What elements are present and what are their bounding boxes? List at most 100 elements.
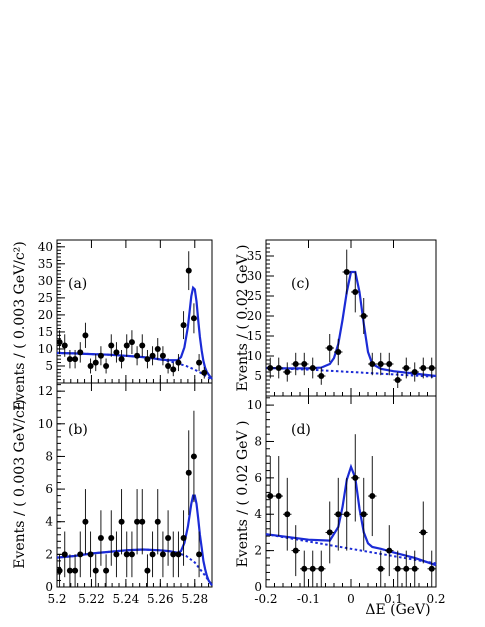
panel-label: (c) [291,276,310,292]
data-point [175,359,182,366]
panel-label: (d) [291,422,311,438]
data-point [165,362,172,369]
data-point [403,565,410,572]
data-point [123,342,130,349]
y-tick-label: 8 [45,449,53,463]
data-point [134,518,141,525]
data-point [309,365,316,371]
plot-frame [56,382,213,588]
y-axis-label: Events / ( 0.02 GeV ) [235,245,251,392]
y-tick-label: 2 [254,544,262,558]
data-point [284,369,291,375]
data-point [190,315,197,322]
data-point [196,359,203,366]
data-point [72,356,79,363]
data-point [343,269,350,275]
data-point [309,565,316,572]
data-point [411,369,418,375]
background-fit-curve [56,548,213,586]
y-tick-label: 5 [254,369,262,383]
data-point [335,511,342,518]
data-point [420,529,427,536]
data-point [428,365,435,371]
data-point [149,551,156,558]
y-tick-label: 5 [45,359,53,373]
data-point [159,551,166,558]
y-tick-label: 15 [247,329,262,343]
y-tick-label: 0 [45,580,53,594]
data-point [87,551,94,558]
data-point [301,361,308,367]
data-point [275,365,282,371]
panel-b: 0 2 4 6 8 10 12 5.2 5.22 5.24 5.26 5.28 (b) Events / … [12,382,213,606]
data-point [292,547,299,554]
data-point [326,529,333,536]
data-point [87,362,94,369]
panel-label: (a) [68,276,87,292]
data-point [180,322,187,329]
y-tick-label: 10 [38,342,53,356]
total-fit-curve [56,494,213,587]
data-point [72,567,79,574]
data-point [175,551,182,558]
total-fit-curve [56,285,213,380]
data-point [386,361,393,367]
data-point [318,373,325,379]
data-point [118,518,125,525]
data-point [386,547,393,554]
data-point [108,535,115,542]
y-tick-label: 10 [38,417,53,431]
y-tick-label: 8 [254,434,262,448]
background-fit-curve [265,533,437,565]
data-point [267,493,274,500]
panel-c: 5 10 15 20 25 30 35 (c) Events / ( 0.02 GeV ) [235,239,437,397]
y-tick-label: 0 [254,580,262,594]
y-tick-label: 2 [45,547,53,561]
data-point [97,352,104,359]
y-tick-label: 30 [247,269,262,283]
data-point [335,349,342,355]
data-point [103,362,110,369]
data-point [180,535,187,542]
data-point [377,565,384,572]
y-tick-label: 4 [45,515,53,529]
data-point [144,356,151,363]
data-point [82,332,89,339]
x-tick-label: 5.28 [181,592,208,606]
data-point [428,565,435,572]
data-point [61,551,68,558]
data-point [275,493,282,500]
data-point [377,361,384,367]
data-point [394,565,401,572]
data-point [170,366,177,373]
x-tick-label: 0.1 [384,592,403,606]
y-tick-label: 4 [254,507,262,521]
data-point [352,289,359,295]
data-point [103,567,110,574]
data-point [92,567,99,574]
x-tick-label: 0.2 [426,592,445,606]
y-tick-label: 35 [38,257,53,271]
x-tick-label: 5.22 [78,592,105,606]
panel-a: 5 10 15 20 25 30 35 40 (a) Events / ( 0.003 GeV/c… [12,239,213,411]
y-tick-label: 40 [38,240,53,254]
data-point [369,361,376,367]
data-point [326,345,333,351]
data-point [144,567,151,574]
x-tick-label: -0.2 [254,592,277,606]
data-point [360,313,367,319]
data-point [113,551,120,558]
data-point [113,349,120,356]
x-tick-label: 0 [347,592,355,606]
data-point [108,342,115,349]
x-tick-label: -0.1 [297,592,320,606]
data-point [139,342,146,349]
data-point [185,267,192,274]
data-point [92,359,99,366]
x-axis-label: ΔE (GeV) [365,602,430,618]
data-point [159,352,166,359]
y-axis-label: Events / ( 0.003 GeV/c²) [12,241,28,411]
data-point [56,567,63,574]
data-point [201,369,208,376]
x-tick-label: 5.2 [47,592,66,606]
